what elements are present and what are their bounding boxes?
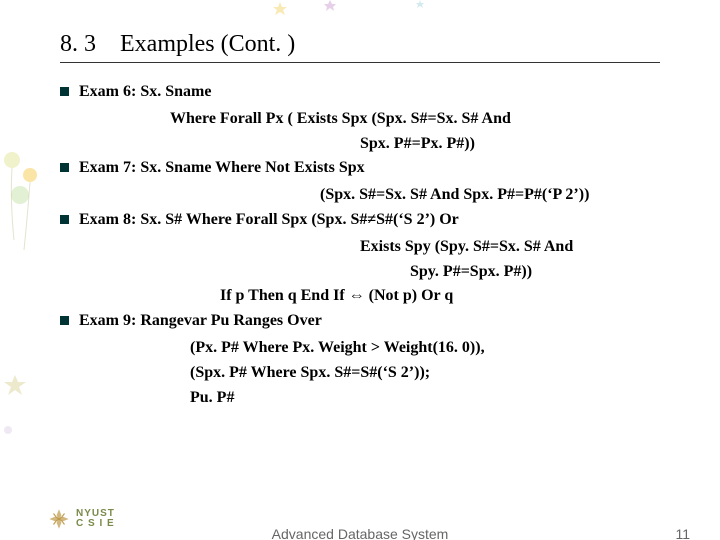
bullet-sub-line: (Spx. S#=Sx. S# And Spx. P#=P#(‘P 2’))	[60, 183, 660, 208]
bullet-square-icon	[60, 215, 69, 224]
star-deco	[273, 2, 287, 15]
bullet-head-text: Exam 9: Rangevar Pu Ranges Over	[79, 309, 322, 334]
section-title: Examples (Cont. )	[120, 31, 295, 58]
bullet-square-icon	[60, 316, 69, 325]
dot-deco	[4, 426, 12, 434]
slide-title-row: 8. 3 Examples (Cont. )	[60, 18, 660, 63]
bullet-sub-line: Exists Spy (Spy. S#=Sx. S# And	[60, 235, 660, 260]
slide-content: Exam 6: Sx. SnameWhere Forall Px ( Exist…	[60, 80, 660, 410]
bullet-square-icon	[60, 87, 69, 96]
footer-center-text: Advanced Database System	[0, 526, 720, 540]
star-deco	[324, 0, 336, 11]
balloon-string	[11, 168, 14, 240]
bullet-sub-line: (Px. P# Where Px. Weight > Weight(16. 0)…	[60, 336, 660, 361]
bullet-head-text: Exam 7: Sx. Sname Where Not Exists Spx	[79, 156, 365, 181]
bullet-head-text: Exam 6: Sx. Sname	[79, 80, 211, 105]
bullet-sub-line: Spy. P#=Spx. P#))	[60, 260, 660, 285]
bullet-sub-line: If p Then q End If ⇔ (Not p) Or q	[60, 284, 660, 309]
section-number: 8. 3	[60, 31, 96, 58]
balloon-string	[24, 182, 30, 250]
bullet-item: Exam 8: Sx. S# Where Forall Spx (Spx. S#…	[60, 208, 660, 233]
balloon-deco	[11, 186, 29, 204]
bullet-sub-line: Where Forall Px ( Exists Spx (Spx. S#=Sx…	[60, 107, 660, 132]
balloon-deco	[4, 152, 20, 168]
bullet-head-text: Exam 8: Sx. S# Where Forall Spx (Spx. S#…	[79, 208, 459, 233]
bullet-sub-line: Pu. P#	[60, 386, 660, 411]
page-number: 11	[675, 526, 690, 540]
bullet-sub-line: Spx. P#=Px. P#))	[60, 132, 660, 157]
bullet-item: Exam 9: Rangevar Pu Ranges Over	[60, 309, 660, 334]
bullet-sub-line: (Spx. P# Where Spx. S#=S#(‘S 2’));	[60, 361, 660, 386]
bullet-item: Exam 6: Sx. Sname	[60, 80, 660, 105]
balloon-deco	[23, 168, 37, 182]
bullet-item: Exam 7: Sx. Sname Where Not Exists Spx	[60, 156, 660, 181]
star-deco	[416, 0, 424, 8]
star-deco	[4, 375, 26, 395]
bullet-square-icon	[60, 163, 69, 172]
